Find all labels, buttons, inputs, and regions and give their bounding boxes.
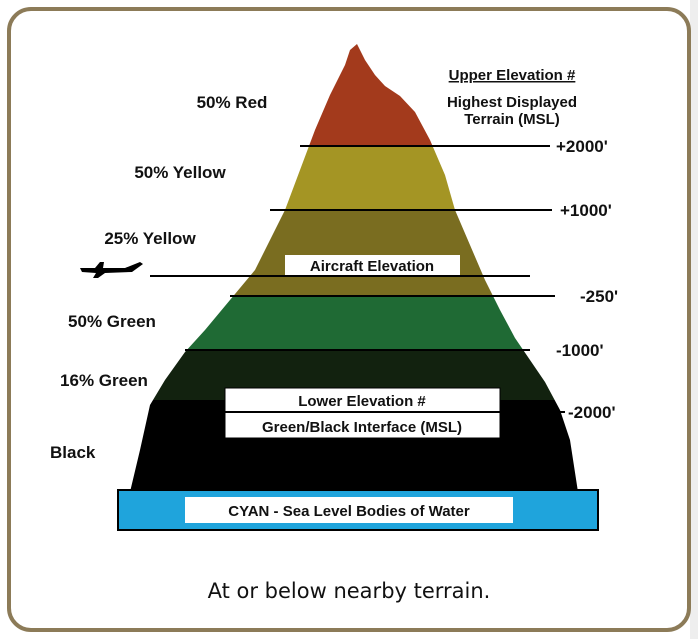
left-label: 25% Yellow xyxy=(104,229,196,248)
page: {"left_labels": ["50% Red", "50% Yellow"… xyxy=(0,0,698,639)
margin xyxy=(690,0,698,639)
left-label: 50% Red xyxy=(197,93,268,112)
elevation-label: -2000' xyxy=(568,403,616,422)
water-label: CYAN - Sea Level Bodies of Water xyxy=(228,503,470,520)
elevation-label: -250' xyxy=(580,287,618,306)
elevation-label: -1000' xyxy=(556,341,604,360)
caption: At or below nearby terrain. xyxy=(208,579,491,603)
upper-note: Highest Displayed xyxy=(447,94,577,111)
upper-note: Terrain (MSL) xyxy=(464,111,560,128)
elevation-label: +2000' xyxy=(556,137,608,156)
left-label: 16% Green xyxy=(60,371,148,390)
upper-note: Upper Elevation # xyxy=(449,67,576,84)
left-label: Black xyxy=(50,443,96,462)
lower-note: Green/Black Interface (MSL) xyxy=(262,419,462,436)
lower-note: Lower Elevation # xyxy=(298,393,426,410)
aircraft-label: Aircraft Elevation xyxy=(310,258,434,275)
left-label: 50% Green xyxy=(68,312,156,331)
elevation-label: +1000' xyxy=(560,201,612,220)
figure: CYAN - Sea Level Bodies of Water Aircraf… xyxy=(0,0,698,639)
left-label: 50% Yellow xyxy=(134,163,226,182)
